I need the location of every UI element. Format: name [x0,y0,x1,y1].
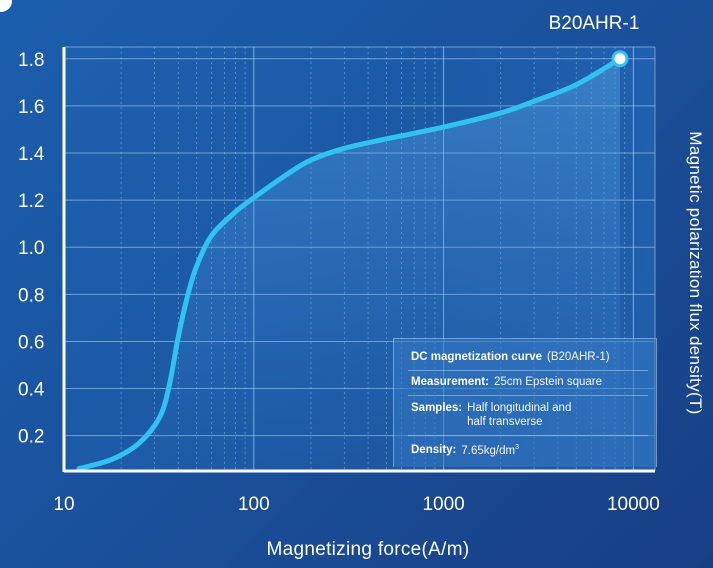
info-curve-label: DC magnetization curve [411,351,542,363]
y-tick-label: 0.2 [18,427,44,448]
info-samples-label: Samples: [411,402,463,414]
info-curve-value: (B20AHR-1) [547,351,610,363]
info-measurement-label: Measurement: [411,376,489,388]
end-point-marker [611,50,629,68]
density-superscript: 3 [515,444,519,451]
y-tick-label: 1.0 [18,238,44,259]
info-density-value: 7.65kg/dm3 [461,444,519,459]
info-curve-row: DC magnetization curve (B20AHR-1) [411,351,648,365]
density-number: 7.65kg/dm [461,445,516,457]
info-samples-line-1: Half longitudinal and [467,402,572,414]
y-tick-label: 1.6 [18,97,44,118]
x-axis-label: Magnetizing force(A/m) [266,539,469,560]
x-tick-label: 10 [53,494,74,515]
y-tick-label: 1.2 [18,191,44,212]
y-tick-label: 0.4 [18,380,45,401]
y-tick-label: 1.8 [18,50,44,71]
info-density-label: Density: [411,444,457,456]
info-divider [408,435,648,436]
info-samples-row: Samples: Half longitudinal and half tran… [411,402,648,430]
info-measurement-value: 25cm Epstein square [493,376,603,388]
magnetization-curve [76,56,623,472]
info-measurement-row: Measurement: 25cm Epstein square [411,376,648,390]
info-samples-line-2: half transverse [467,415,543,428]
info-divider [408,395,648,396]
x-tick-label: 1000 [422,494,464,515]
x-tick-label: 100 [238,494,270,515]
y-axis-label: Magnetic polarization flux density(T) [686,131,705,414]
info-divider [408,370,648,371]
info-box: DC magnetization curve (B20AHR-1) Measur… [393,338,657,467]
chart-title: B20AHR-1 [549,13,640,34]
y-tick-label: 0.8 [18,285,44,306]
y-tick-label: 1.4 [18,144,45,165]
y-tick-label: 0.6 [18,332,44,353]
info-samples-value: Half longitudinal and half transverse [467,402,571,430]
info-density-row: Density: 7.65kg/dm3 [411,444,648,459]
x-tick-label: 10000 [607,494,660,515]
